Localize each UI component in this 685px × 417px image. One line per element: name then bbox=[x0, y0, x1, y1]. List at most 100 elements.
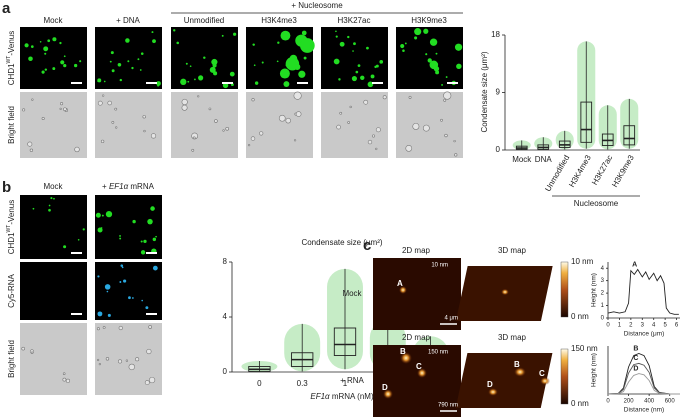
condensate bbox=[125, 38, 130, 43]
point-label: C bbox=[416, 362, 422, 371]
condensate bbox=[414, 28, 422, 36]
x-tick-label: 6 bbox=[675, 323, 679, 329]
condensate bbox=[353, 42, 356, 46]
colorbar bbox=[560, 261, 569, 318]
condensate bbox=[106, 290, 109, 293]
condensate bbox=[44, 48, 47, 51]
condensate bbox=[233, 32, 237, 36]
condensate bbox=[333, 58, 340, 65]
label-prefix: + bbox=[102, 182, 109, 191]
droplet bbox=[225, 126, 230, 131]
condensate bbox=[53, 197, 55, 200]
colorbar-min: 0 nm bbox=[571, 399, 589, 408]
condensate bbox=[59, 41, 62, 45]
map-title: 2D map bbox=[402, 246, 431, 255]
condensate bbox=[338, 78, 341, 81]
x-tick-label: H3K4me3 bbox=[567, 153, 593, 189]
droplet bbox=[59, 107, 62, 110]
x-tick-label: DNA bbox=[535, 155, 553, 164]
droplet bbox=[375, 127, 381, 133]
condensate bbox=[298, 70, 306, 78]
droplet bbox=[349, 105, 352, 109]
condensate bbox=[44, 68, 48, 71]
condensate bbox=[63, 245, 67, 249]
point-label: D bbox=[487, 380, 493, 389]
series-label: C bbox=[633, 355, 638, 362]
condensate bbox=[429, 60, 439, 70]
column-label: H3K27ac bbox=[338, 16, 371, 25]
condensate bbox=[147, 218, 153, 225]
y-tick-label: 9 bbox=[496, 88, 501, 97]
condensate bbox=[30, 45, 34, 49]
condensate bbox=[209, 66, 216, 73]
image-bg bbox=[95, 92, 162, 158]
condensate bbox=[48, 204, 51, 207]
condensate bbox=[48, 208, 51, 212]
brightfield bbox=[20, 323, 87, 395]
condensate bbox=[63, 63, 67, 68]
condensate bbox=[156, 81, 161, 86]
condensate bbox=[435, 52, 438, 55]
droplet bbox=[285, 117, 291, 124]
droplet bbox=[363, 99, 369, 105]
condensate bbox=[145, 306, 149, 310]
y-tick-label: 1 bbox=[601, 303, 605, 309]
condensate bbox=[97, 311, 103, 317]
condensate bbox=[152, 265, 158, 271]
droplet bbox=[440, 118, 443, 122]
droplet bbox=[148, 376, 156, 384]
droplet bbox=[102, 94, 105, 97]
condensate bbox=[79, 60, 82, 63]
map-title: 3D map bbox=[498, 246, 527, 255]
condensate bbox=[194, 78, 196, 81]
colorbar-min: 0 nm bbox=[571, 312, 589, 321]
condensate bbox=[101, 214, 104, 217]
condensate bbox=[379, 60, 384, 64]
y-axis-label: Height (nm) bbox=[591, 353, 598, 387]
droplet bbox=[117, 359, 123, 364]
x-tick-label: 0.3 bbox=[297, 379, 309, 388]
condensate bbox=[300, 38, 315, 53]
droplet bbox=[97, 358, 100, 362]
brightfield bbox=[95, 92, 162, 158]
condensate bbox=[339, 41, 345, 47]
row-label: Bright field bbox=[7, 106, 16, 144]
droplet bbox=[293, 91, 302, 100]
column-label: H3K4me3 bbox=[261, 16, 297, 25]
droplet bbox=[146, 348, 152, 355]
series-label: D bbox=[633, 365, 638, 372]
group-label: Nucleosome bbox=[574, 199, 619, 208]
condensate bbox=[128, 296, 131, 300]
condensate bbox=[347, 35, 350, 39]
micrograph bbox=[171, 27, 238, 89]
condensate bbox=[456, 63, 462, 70]
condensate bbox=[283, 81, 290, 88]
condensate bbox=[110, 51, 114, 55]
condensate bbox=[151, 31, 154, 34]
x-axis-label: Distance (μm) bbox=[624, 331, 665, 338]
y-tick-label: 4 bbox=[223, 312, 228, 321]
condensate bbox=[402, 49, 405, 52]
condensate bbox=[454, 43, 463, 51]
row-label-base: Bright field bbox=[7, 106, 16, 144]
droplet bbox=[443, 98, 447, 102]
droplet bbox=[29, 148, 34, 152]
droplet bbox=[97, 100, 103, 106]
droplet bbox=[115, 126, 118, 129]
label-suffix: mRNA bbox=[128, 182, 154, 191]
chart-title: Condensate size (μm²) bbox=[301, 238, 382, 247]
condensate bbox=[355, 70, 359, 74]
afm-peak-3d bbox=[540, 377, 550, 385]
y-tick-label: 0 bbox=[601, 316, 605, 322]
condensate bbox=[229, 71, 235, 77]
condensate bbox=[47, 39, 51, 43]
scale-label: 4 μm bbox=[445, 316, 458, 322]
condensate bbox=[254, 81, 259, 85]
x-tick-label: 0 bbox=[606, 323, 610, 329]
droplet bbox=[144, 380, 150, 385]
droplet bbox=[250, 136, 256, 141]
condensate bbox=[187, 80, 190, 83]
afm-peak-3d bbox=[488, 388, 498, 396]
condensate bbox=[414, 36, 418, 40]
row-label: Cy5-RNA bbox=[7, 273, 16, 307]
